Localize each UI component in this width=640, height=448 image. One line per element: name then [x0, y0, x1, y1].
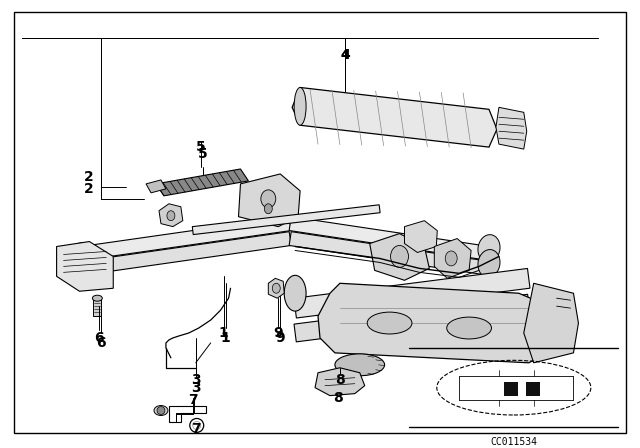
Ellipse shape — [390, 246, 408, 267]
Text: 9: 9 — [275, 331, 285, 345]
Polygon shape — [292, 87, 497, 147]
Text: 2: 2 — [84, 182, 93, 196]
Ellipse shape — [264, 204, 272, 214]
Text: 8: 8 — [335, 373, 345, 387]
Polygon shape — [239, 174, 300, 227]
Ellipse shape — [478, 250, 500, 277]
Polygon shape — [294, 294, 530, 342]
Polygon shape — [496, 108, 527, 149]
Polygon shape — [268, 278, 284, 298]
Text: CC011534: CC011534 — [490, 437, 538, 448]
Polygon shape — [404, 221, 437, 253]
Polygon shape — [289, 217, 490, 260]
Circle shape — [157, 406, 165, 414]
Polygon shape — [192, 205, 380, 235]
Ellipse shape — [478, 235, 500, 263]
Ellipse shape — [294, 87, 306, 125]
Text: 7: 7 — [188, 392, 198, 407]
Text: 3: 3 — [191, 381, 200, 395]
Ellipse shape — [72, 258, 90, 279]
Polygon shape — [370, 233, 429, 280]
Text: 4: 4 — [340, 47, 349, 62]
Polygon shape — [524, 283, 579, 363]
Bar — [504, 382, 518, 396]
Ellipse shape — [272, 283, 280, 293]
Bar — [525, 382, 540, 396]
Ellipse shape — [284, 276, 306, 311]
Text: 9: 9 — [273, 326, 283, 340]
Ellipse shape — [445, 251, 457, 266]
Ellipse shape — [335, 354, 385, 376]
Ellipse shape — [261, 190, 276, 208]
Polygon shape — [159, 204, 183, 227]
Polygon shape — [156, 169, 248, 196]
Polygon shape — [81, 232, 291, 275]
Polygon shape — [289, 232, 490, 275]
Text: 7: 7 — [191, 422, 200, 436]
Text: 1: 1 — [219, 326, 228, 340]
Text: 4: 4 — [340, 47, 349, 62]
Polygon shape — [81, 217, 291, 260]
Ellipse shape — [367, 312, 412, 334]
Text: 6: 6 — [95, 331, 104, 345]
Polygon shape — [315, 368, 365, 396]
Text: 6: 6 — [97, 336, 106, 350]
Ellipse shape — [167, 211, 175, 221]
Text: 3: 3 — [191, 373, 200, 387]
Ellipse shape — [92, 295, 102, 301]
Ellipse shape — [72, 242, 90, 264]
Text: 2: 2 — [84, 170, 93, 184]
Polygon shape — [318, 283, 559, 363]
Ellipse shape — [154, 405, 168, 415]
Text: 5: 5 — [196, 140, 205, 154]
Bar — [93, 298, 101, 316]
Text: 5: 5 — [198, 147, 207, 161]
Ellipse shape — [447, 317, 492, 339]
Text: 8: 8 — [333, 391, 343, 405]
Polygon shape — [435, 238, 471, 278]
Polygon shape — [146, 180, 166, 193]
Polygon shape — [294, 268, 530, 318]
Polygon shape — [56, 241, 113, 291]
Text: 1: 1 — [221, 331, 230, 345]
